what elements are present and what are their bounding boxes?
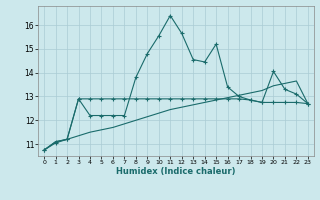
- X-axis label: Humidex (Indice chaleur): Humidex (Indice chaleur): [116, 167, 236, 176]
